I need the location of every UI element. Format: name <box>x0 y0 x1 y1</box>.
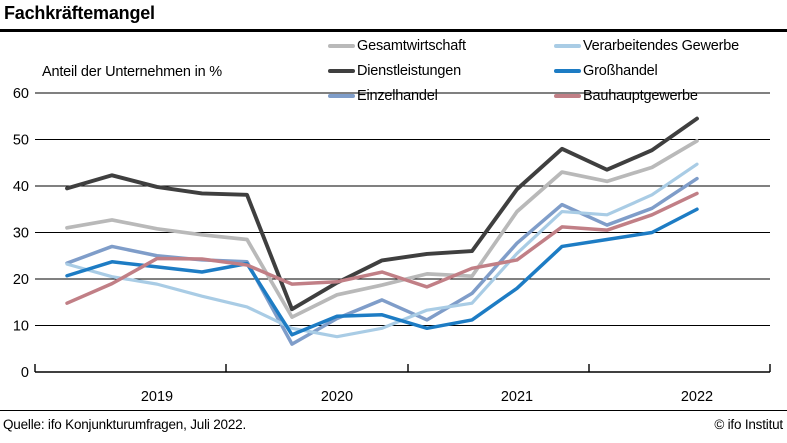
legend-item-dienstleistungen: Dienstleistungen <box>328 62 554 80</box>
y-tick-label-0: 0 <box>21 365 29 381</box>
series-line-verarbeitendes-gewerbe <box>65 162 699 339</box>
y-tick-label-50: 50 <box>13 133 29 149</box>
series-line-gesamtwirtschaft <box>65 139 699 319</box>
footer-rule <box>0 410 787 411</box>
series-line-bauhauptgewerbe <box>65 191 699 305</box>
legend-item-einzelhandel: Einzelhandel <box>328 87 554 105</box>
year-label-2019: 2019 <box>141 389 173 405</box>
y-tick-label-10: 10 <box>13 319 29 335</box>
legend-swatch-icon <box>554 94 581 98</box>
source-note: Quelle: ifo Konjunkturumfragen, Juli 202… <box>3 417 246 432</box>
legend-swatch-icon <box>328 44 355 48</box>
year-label-2020: 2020 <box>321 389 353 405</box>
chart-legend: Gesamtwirtschaft Verarbeitendes Gewerbe Di… <box>328 37 739 105</box>
legend-swatch-icon <box>328 94 355 98</box>
series-line-gro-handel <box>65 207 699 337</box>
legend-label: Einzelhandel <box>357 88 438 104</box>
axis-unit-note: Anteil der Unternehmen in % <box>42 64 222 80</box>
legend-swatch-icon <box>554 69 581 73</box>
legend-item-bauhauptgewerbe: Bauhauptgewerbe <box>554 87 739 105</box>
series-line-dienstleistungen <box>65 116 699 312</box>
y-tick-label-30: 30 <box>13 226 29 242</box>
legend-item-gro-handel: Großhandel <box>554 62 739 80</box>
legend-label: Verarbeitendes Gewerbe <box>583 38 740 54</box>
year-label-2021: 2021 <box>501 389 533 405</box>
chart-title: Fachkräftemangel <box>4 3 155 23</box>
legend-label: Dienstleistungen <box>357 63 462 79</box>
legend-swatch-icon <box>328 69 355 73</box>
year-label-2022: 2022 <box>681 389 713 405</box>
copyright-note: © ifo Institut <box>714 417 783 432</box>
legend-label: Großhandel <box>583 63 658 79</box>
legend-swatch-icon <box>554 44 581 48</box>
legend-item-verarbeitendes-gewerbe: Verarbeitendes Gewerbe <box>554 37 739 55</box>
y-tick-label-20: 20 <box>13 272 29 288</box>
y-tick-label-60: 60 <box>13 86 29 102</box>
title-rule <box>0 29 787 32</box>
y-tick-label-40: 40 <box>13 179 29 195</box>
legend-label: Bauhauptgewerbe <box>583 88 698 104</box>
legend-label: Gesamtwirtschaft <box>357 38 466 54</box>
legend-item-gesamtwirtschaft: Gesamtwirtschaft <box>328 37 554 55</box>
